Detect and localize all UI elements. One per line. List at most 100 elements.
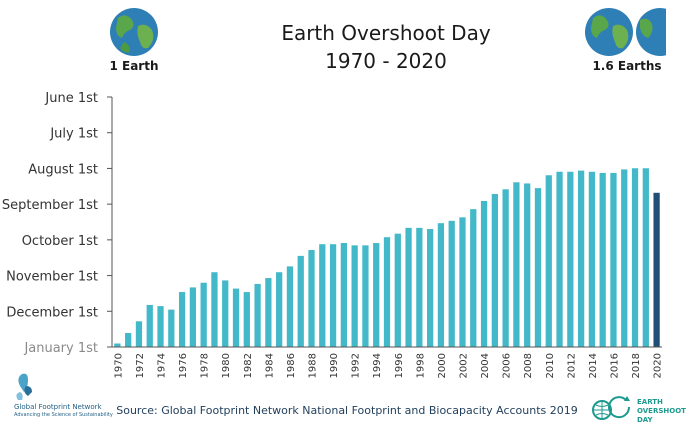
x-tick-label: 2004 [480,353,491,378]
logo-tagline: Advancing the Science of Sustainability [14,412,113,418]
bar-1994 [373,243,380,347]
y-tick-label: September 1st [2,198,98,213]
bar-2017 [621,169,628,347]
x-tick-label: 2014 [588,353,599,378]
chart-subtitle: 1970 - 2020 [325,49,447,73]
bar-2006 [502,189,509,347]
x-tick-label: 1988 [308,353,319,378]
bar-1979 [211,272,218,347]
bar-1970 [114,343,121,347]
bar-1992 [351,245,358,347]
x-tick-label: 1986 [286,353,297,378]
bar-2018 [631,168,639,347]
x-tick-label: 2000 [437,353,448,378]
bars [114,168,660,347]
y-tick-label: August 1st [28,162,98,177]
bar-1983 [254,283,261,347]
chart-title: Earth Overshoot Day [281,21,491,45]
x-tick-label: 1992 [351,353,362,378]
y-tick-label: December 1st [6,305,98,320]
x-tick-label: 1970 [113,353,124,378]
bar-2000 [437,223,445,347]
bar-2009 [534,188,542,347]
logo-line-3: DAY [637,416,654,424]
bar-2014 [588,171,596,347]
bar-2011 [556,171,563,347]
earth-overshoot-day-logo: EARTH OVERSHOOT DAY [592,396,686,424]
x-tick-label: 1998 [415,353,426,378]
bar-1989 [319,244,326,347]
bar-1988 [308,250,315,347]
x-tick-label: 1984 [264,353,275,378]
one-earth-label: 1 Earth [109,59,158,73]
y-tick-label: July 1st [49,127,98,142]
x-axis: 1970 1972 1974 1976 1978 1980 1982 1984 1986 1988… [112,346,664,378]
bar-1993 [362,245,369,347]
x-tick-label: 2006 [502,353,513,378]
logo-line-2: OVERSHOOT [637,407,686,415]
bar-2008 [524,183,531,347]
x-tick-label: 2012 [566,353,577,378]
global-footprint-network-logo: Global Footprint Network Advancing the S… [14,373,113,418]
bar-2004 [480,200,488,347]
bar-1978 [200,282,207,347]
bar-1985 [276,272,283,347]
bar-2007 [513,182,520,347]
x-tick-label: 2016 [609,353,620,378]
earth-globe-icon [585,8,633,56]
x-tick-label: 1978 [200,353,211,378]
bar-1977 [189,287,196,347]
bar-1980 [222,280,229,347]
bar-1971 [125,332,132,347]
bar-1981 [232,288,240,347]
bar-2016 [610,172,617,347]
bar-1998 [416,227,423,347]
bar-1991 [340,243,347,347]
bar-1973 [146,304,153,347]
x-tick-label: 2008 [523,353,534,378]
y-tick-label: October 1st [22,234,98,249]
bar-1984 [265,278,272,347]
bar-2001 [448,220,455,347]
source-note: Source: Global Footprint Network Nationa… [116,404,578,417]
x-tick-label: 2010 [545,353,556,378]
x-tick-label: 1974 [157,353,168,378]
bar-2005 [491,193,498,347]
partial-earth-globe-icon [636,8,666,56]
x-tick-label: 1990 [329,353,340,378]
x-tick-label: 1994 [372,353,383,378]
x-tick-label: 1972 [135,353,146,378]
y-tick-label: June 1st [44,91,98,106]
bar-1990 [329,244,337,347]
one-point-six-earths-label: 1.6 Earths [592,59,661,73]
bar-1997 [405,227,412,347]
bar-1996 [394,233,401,347]
bar-1972 [135,321,143,347]
y-axis: June 1st July 1st August 1st September 1st O… [2,91,113,356]
earth-globe-icon [110,8,158,56]
x-tick-label: 1980 [221,353,232,378]
bar-2010 [545,175,552,347]
bar-1974 [157,306,164,347]
bar-1982 [243,292,250,347]
bar-1999 [427,229,434,347]
bar-2003 [470,209,477,347]
bar-1995 [383,237,391,347]
x-tick-label: 1982 [243,353,254,378]
logo-name: Global Footprint Network [14,403,102,411]
y-tick-label: November 1st [6,270,98,285]
bar-1986 [286,266,294,347]
bar-2015 [599,172,606,347]
bar-2019 [642,168,649,347]
x-tick-label: 1976 [178,353,189,378]
x-tick-label: 2018 [631,353,642,378]
bar-2020 [653,192,660,347]
x-tick-label: 2002 [458,353,469,378]
x-tick-label: 2020 [653,353,664,378]
bar-1975 [168,309,175,347]
y-tick-label: January 1st [23,341,98,356]
bar-2002 [459,217,466,347]
bar-1987 [297,255,304,347]
bar-1976 [178,292,186,347]
